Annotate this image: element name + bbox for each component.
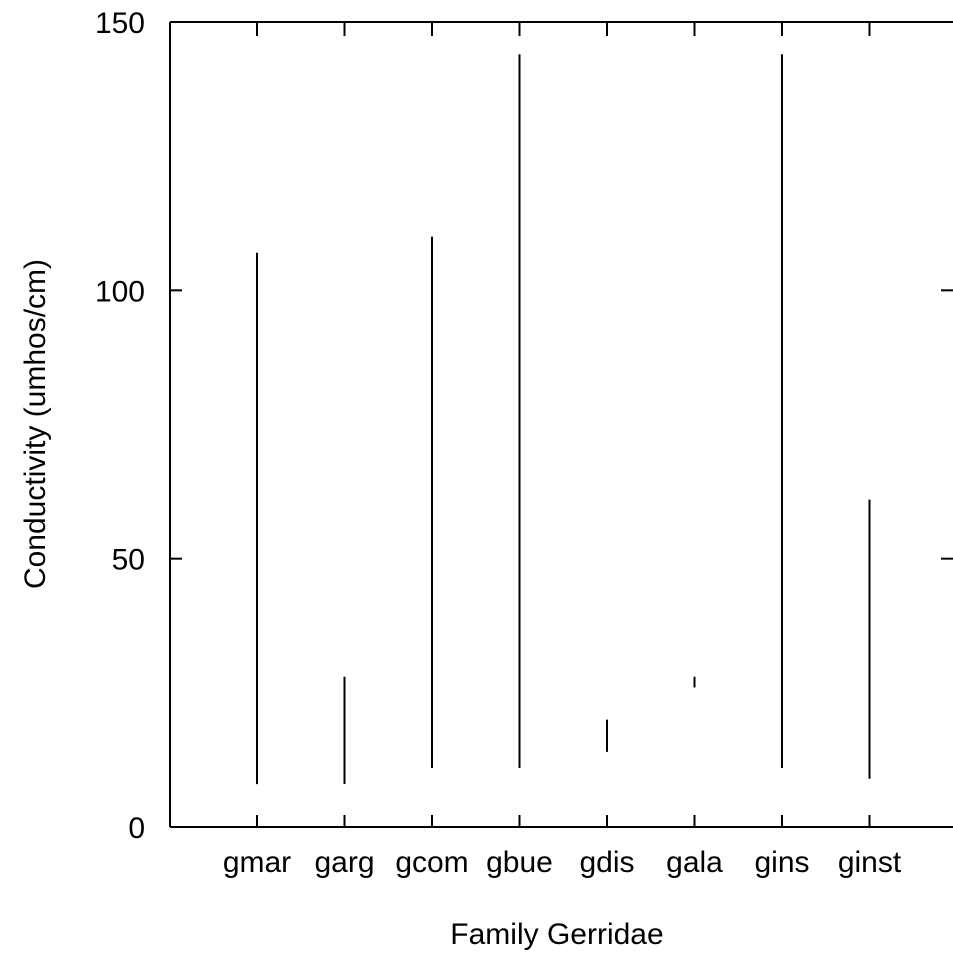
x-tick-label: gbue bbox=[486, 846, 553, 879]
x-tick-label: gins bbox=[754, 846, 809, 879]
y-axis-title: Conductivity (umhos/cm) bbox=[19, 259, 52, 589]
x-axis: gmar garg gcom gbue gdis gala gins ginst bbox=[223, 22, 902, 879]
x-tick-label: gdis bbox=[579, 846, 634, 879]
x-tick-label: gala bbox=[666, 846, 723, 879]
x-axis-title: Family Gerridae bbox=[450, 918, 663, 951]
x-tick-label: garg bbox=[314, 846, 374, 879]
y-tick-label: 100 bbox=[95, 275, 145, 308]
y-axis: 0 50 100 150 bbox=[95, 7, 953, 845]
plot-frame bbox=[169, 21, 953, 828]
y-tick-label: 50 bbox=[112, 544, 145, 577]
x-tick-label: gcom bbox=[395, 846, 468, 879]
data-marks bbox=[256, 54, 871, 785]
x-tick-label: gmar bbox=[223, 846, 291, 879]
y-tick-label: 150 bbox=[95, 7, 145, 40]
y-tick-label: 0 bbox=[128, 812, 145, 845]
x-tick-label: ginst bbox=[838, 846, 902, 879]
